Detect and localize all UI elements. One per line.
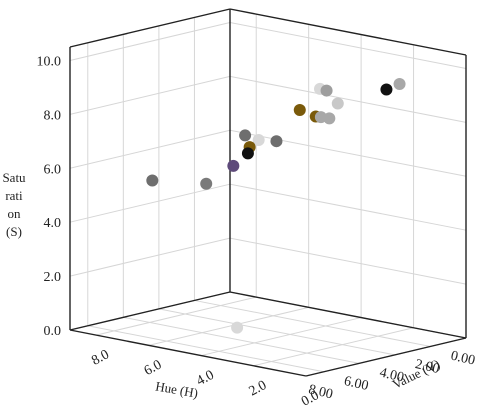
z-gridline-right-wall	[229, 237, 467, 285]
y-gridline-floor	[96, 296, 257, 336]
data-point	[200, 177, 213, 190]
z-gridline-left-wall	[69, 75, 231, 115]
x-tick-label: 8.00	[307, 382, 334, 402]
data-point	[270, 135, 283, 148]
floor-left-edge	[69, 291, 231, 331]
top-left-edge	[69, 8, 231, 48]
y-tick-label: 2.0	[247, 378, 269, 399]
data-point	[320, 84, 333, 97]
data-point	[241, 147, 254, 160]
data-point	[393, 77, 406, 90]
x-axis-label: Hue (H)	[154, 378, 199, 400]
top-right-edge	[229, 8, 467, 56]
z-gridline-left-wall	[69, 183, 231, 223]
z-gridline-right-wall	[229, 183, 467, 231]
z-tick-label: 0.0	[44, 324, 62, 339]
tick-labels: 0.002.004.006.008.000.02.04.06.08.00.02.…	[37, 54, 477, 408]
data-points	[146, 77, 406, 334]
data-point	[231, 321, 244, 334]
data-point	[146, 174, 159, 187]
z-axis-label-line: rati	[5, 188, 23, 203]
x-gridline-floor	[123, 316, 360, 364]
z-axis-label-line: Satu	[2, 170, 26, 185]
floor-right-edge	[229, 291, 467, 339]
z-gridline-left-wall	[69, 237, 231, 277]
z-tick-label: 6.0	[44, 162, 62, 177]
x-gridline-floor	[158, 308, 395, 356]
z-gridline-right-wall	[229, 129, 467, 177]
z-tick-label: 10.0	[37, 54, 62, 69]
x-tick-label: 4.00	[378, 365, 405, 385]
z-gridline-left-wall	[69, 21, 231, 61]
z-gridline-right-wall	[229, 21, 467, 69]
z-gridline-right-wall	[229, 75, 467, 123]
y-tick-label: 0.0	[299, 388, 321, 408]
x-tick-label: 0.00	[449, 349, 476, 369]
z-axis-label: Satu rati on (S)	[2, 170, 26, 239]
z-axis-label-line: on	[8, 206, 22, 221]
x-tick-label: 2.00	[414, 357, 441, 377]
y-tick-label: 8.0	[89, 347, 111, 368]
z-axis-label-line: (S)	[6, 224, 22, 239]
y-tick-label: 4.0	[194, 368, 216, 389]
x-gridline-floor	[87, 325, 324, 373]
z-tick-label: 8.0	[44, 108, 62, 123]
x-gridline-floor	[194, 299, 431, 347]
x-tick-label: 6.00	[342, 374, 369, 394]
z-tick-label: 4.0	[44, 216, 62, 231]
y-gridline-floor	[253, 327, 414, 367]
z-gridline-left-wall	[69, 129, 231, 169]
data-point	[252, 134, 265, 147]
data-point	[323, 112, 336, 125]
x-axis-line	[69, 329, 307, 377]
data-point	[380, 83, 393, 96]
data-point	[227, 159, 240, 172]
y-axis-line	[305, 337, 467, 377]
grid-lines	[69, 9, 467, 377]
data-point	[331, 97, 344, 110]
y-gridline-floor	[200, 317, 362, 357]
data-point	[293, 103, 306, 116]
y-tick-label: 6.0	[142, 358, 164, 379]
y-gridline-floor	[148, 306, 309, 346]
axis-edges	[69, 8, 467, 377]
z-tick-label: 2.0	[44, 270, 62, 285]
data-point	[239, 129, 252, 142]
